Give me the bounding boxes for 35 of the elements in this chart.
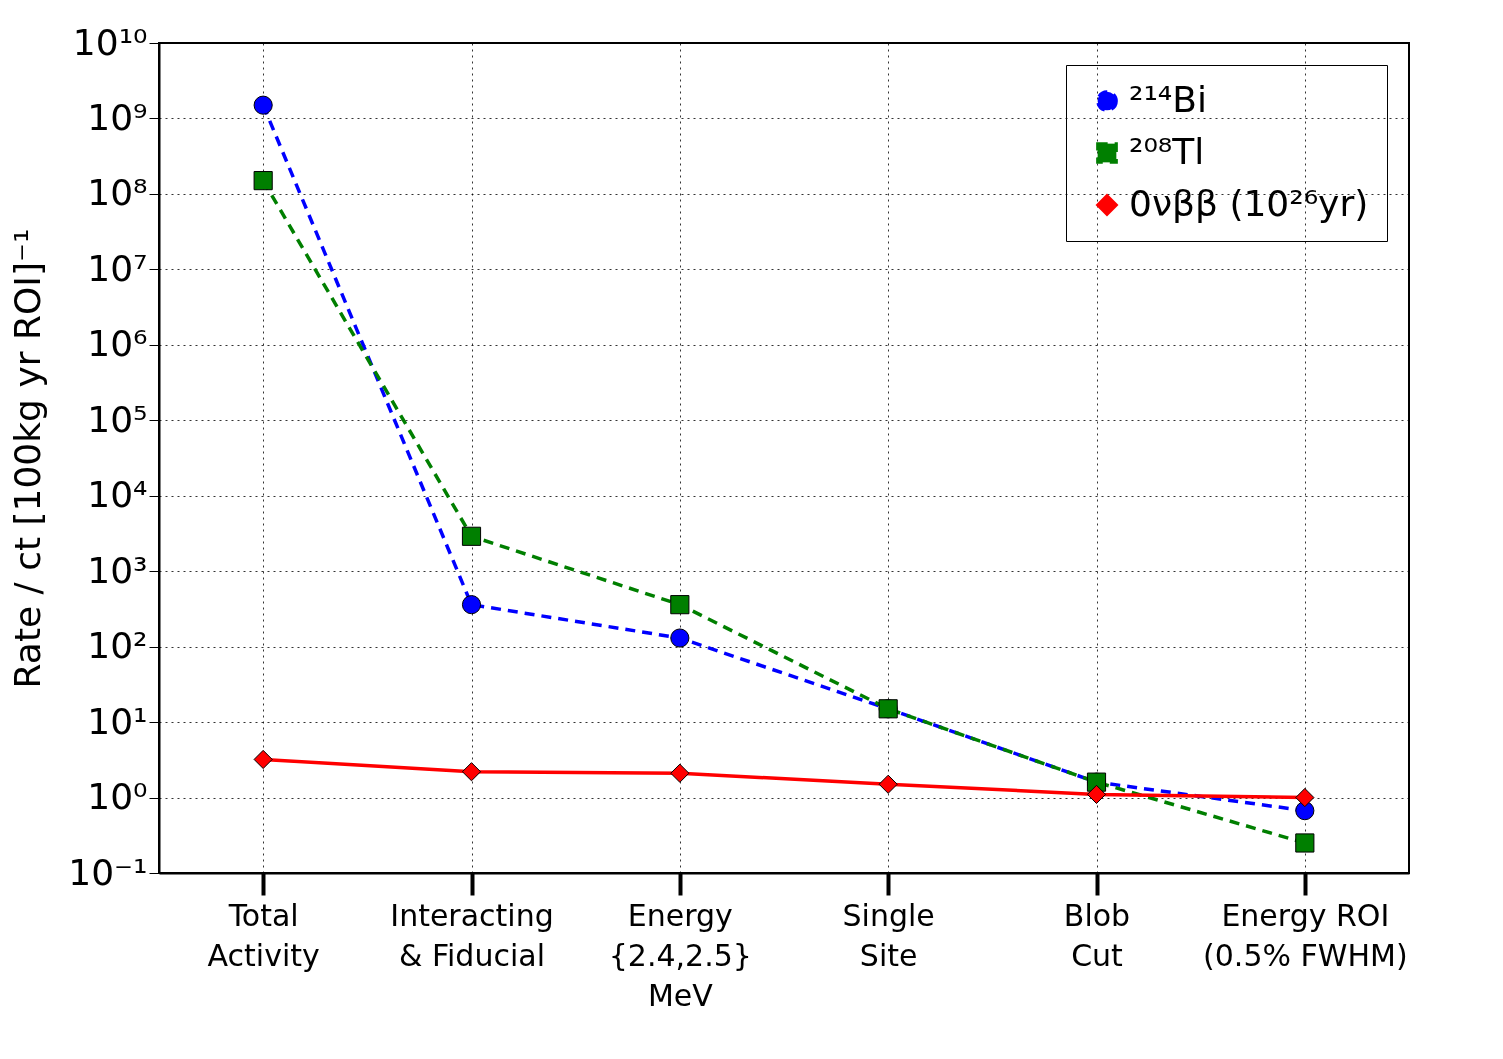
y-tick-label: 10²: [87, 625, 148, 667]
y-tick-label: 10⁹: [87, 96, 148, 138]
y-axis-title: Rate / ct [100kg yr ROI]⁻¹: [7, 228, 49, 689]
legend-label: 0νββ (10²⁶yr): [1129, 183, 1369, 224]
x-tick-label: Total Activity: [207, 897, 320, 973]
legend-label: ²¹⁴Bi: [1129, 79, 1207, 120]
y-tick-label: 10³: [87, 549, 148, 591]
x-tick-label: Single Site: [842, 897, 935, 973]
point: [461, 526, 482, 546]
x-tick-label: Energy {2.4,2.5} MeV: [608, 897, 752, 1013]
y-tick-label: 10¹⁰: [72, 21, 148, 63]
legend-label: ²⁰⁸Tl: [1129, 131, 1205, 172]
point: [670, 595, 690, 615]
x-tick-label: Energy ROI (0.5% FWHM): [1203, 897, 1408, 973]
point: [878, 774, 898, 794]
point: [670, 763, 690, 783]
y-tick-label: 10¹: [87, 700, 148, 742]
point: [1295, 787, 1315, 808]
y-tick-label: 10⁰: [87, 776, 148, 818]
y-tick-label: 10⁵: [87, 398, 148, 440]
point: [461, 762, 482, 782]
point: [253, 171, 273, 191]
point: [253, 95, 273, 115]
point: [670, 628, 690, 648]
x-tick-label: Interacting & Fiducial: [390, 897, 554, 973]
y-tick-label: 10⁸: [87, 172, 148, 214]
point: [253, 749, 273, 770]
y-tick-label: 10⁶: [87, 323, 148, 365]
x-tick-label: Blob Cut: [1063, 897, 1131, 973]
point: [461, 595, 482, 615]
y-tick-label: 10⁴: [87, 474, 148, 516]
point: [1295, 833, 1315, 853]
point: [1086, 784, 1107, 805]
y-tick-label: 10⁷: [87, 247, 148, 289]
y-tick-label: 10⁻¹: [68, 851, 148, 893]
